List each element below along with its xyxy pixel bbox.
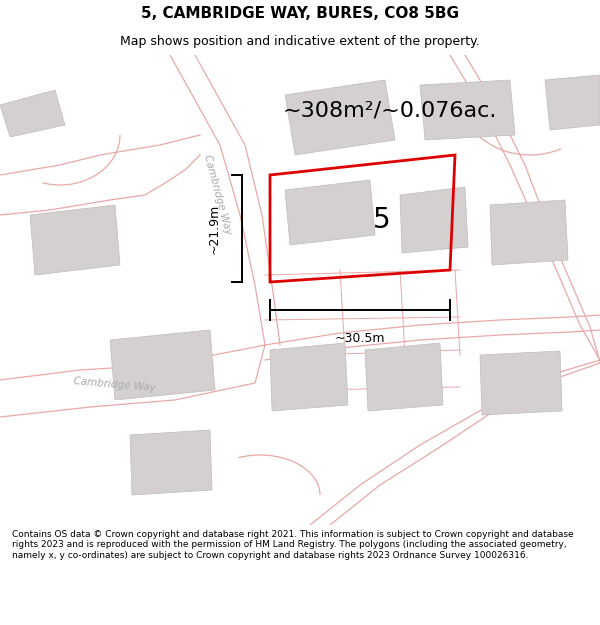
- Polygon shape: [545, 75, 600, 130]
- Polygon shape: [110, 330, 215, 400]
- Polygon shape: [400, 187, 468, 253]
- Polygon shape: [480, 351, 562, 415]
- Text: ~30.5m: ~30.5m: [335, 331, 385, 344]
- Text: ~21.9m: ~21.9m: [208, 203, 221, 254]
- Text: Cambridge Way: Cambridge Way: [73, 376, 157, 394]
- Polygon shape: [420, 80, 515, 140]
- Text: Contains OS data © Crown copyright and database right 2021. This information is : Contains OS data © Crown copyright and d…: [12, 530, 574, 560]
- Polygon shape: [285, 80, 395, 155]
- Polygon shape: [130, 430, 212, 495]
- Polygon shape: [365, 343, 443, 411]
- Polygon shape: [270, 343, 348, 411]
- Polygon shape: [0, 90, 65, 137]
- Polygon shape: [490, 200, 568, 265]
- Text: Cambridge Way: Cambridge Way: [202, 154, 233, 236]
- Text: 5: 5: [373, 206, 390, 234]
- Text: Map shows position and indicative extent of the property.: Map shows position and indicative extent…: [120, 35, 480, 48]
- Text: ~308m²/~0.076ac.: ~308m²/~0.076ac.: [283, 100, 497, 120]
- Text: 5, CAMBRIDGE WAY, BURES, CO8 5BG: 5, CAMBRIDGE WAY, BURES, CO8 5BG: [141, 6, 459, 21]
- Polygon shape: [30, 205, 120, 275]
- Polygon shape: [285, 180, 375, 245]
